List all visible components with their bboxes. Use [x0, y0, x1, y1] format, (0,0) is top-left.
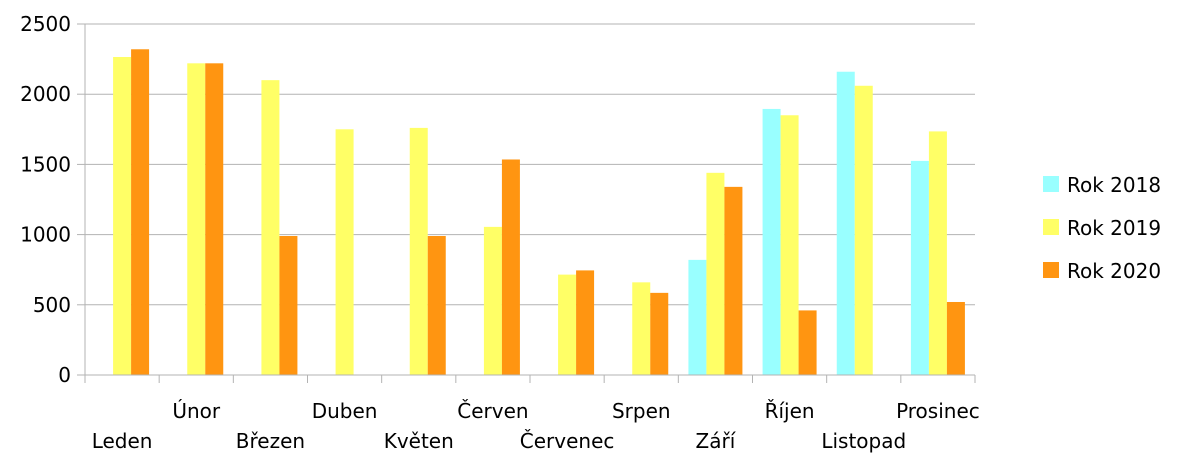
bar [576, 270, 595, 375]
bar [706, 172, 725, 375]
category-label: Duben [312, 399, 378, 423]
category-label: Leden [92, 429, 153, 453]
bar [261, 80, 280, 375]
bars [113, 49, 965, 376]
category-label: Červen [457, 399, 528, 423]
bar [854, 85, 873, 375]
category-label: Srpen [612, 399, 671, 423]
bar [279, 236, 298, 375]
bar [650, 292, 669, 375]
category-label: Září [696, 429, 737, 453]
category-label: Červenec [520, 429, 615, 453]
bar [483, 226, 502, 375]
bar [762, 108, 781, 375]
category-label: Březen [236, 429, 305, 453]
bar [688, 259, 707, 375]
bar [836, 71, 855, 376]
bar [131, 49, 150, 375]
y-tick-label: 0 [58, 363, 71, 387]
y-tick-label: 1000 [20, 223, 71, 247]
bar [724, 186, 743, 375]
y-tick-label: 500 [33, 293, 71, 317]
legend-swatch [1043, 219, 1059, 235]
bar [335, 129, 354, 375]
legend-swatch [1043, 262, 1059, 278]
bar [780, 115, 799, 375]
category-label: Květen [384, 429, 454, 453]
bar [187, 63, 206, 375]
bar [427, 236, 446, 375]
category-label: Říjen [765, 399, 815, 423]
bar [928, 131, 947, 375]
axes [84, 24, 975, 376]
category-label: Únor [172, 399, 221, 423]
y-tick-label: 1500 [20, 152, 71, 176]
bar [501, 159, 520, 375]
bar [946, 301, 965, 375]
bar [632, 282, 651, 375]
bar [910, 160, 929, 375]
legend-label: Rok 2018 [1067, 173, 1161, 197]
y-tick-labels: 0 500 1000 1500 2000 2500 [20, 12, 71, 387]
legend-swatch [1043, 176, 1059, 192]
category-label: Listopad [821, 429, 906, 453]
category-label: Prosinec [896, 399, 980, 423]
bar [113, 56, 132, 376]
bar [558, 274, 577, 375]
bar [798, 310, 817, 375]
legend-label: Rok 2019 [1067, 216, 1161, 240]
gridlines [77, 23, 976, 383]
bar [205, 63, 224, 375]
bar [409, 127, 428, 376]
legend-label: Rok 2020 [1067, 259, 1161, 283]
legend: Rok 2018 Rok 2019 Rok 2020 [1043, 173, 1161, 283]
y-tick-label: 2000 [20, 82, 71, 106]
y-tick-label: 2500 [20, 12, 71, 36]
